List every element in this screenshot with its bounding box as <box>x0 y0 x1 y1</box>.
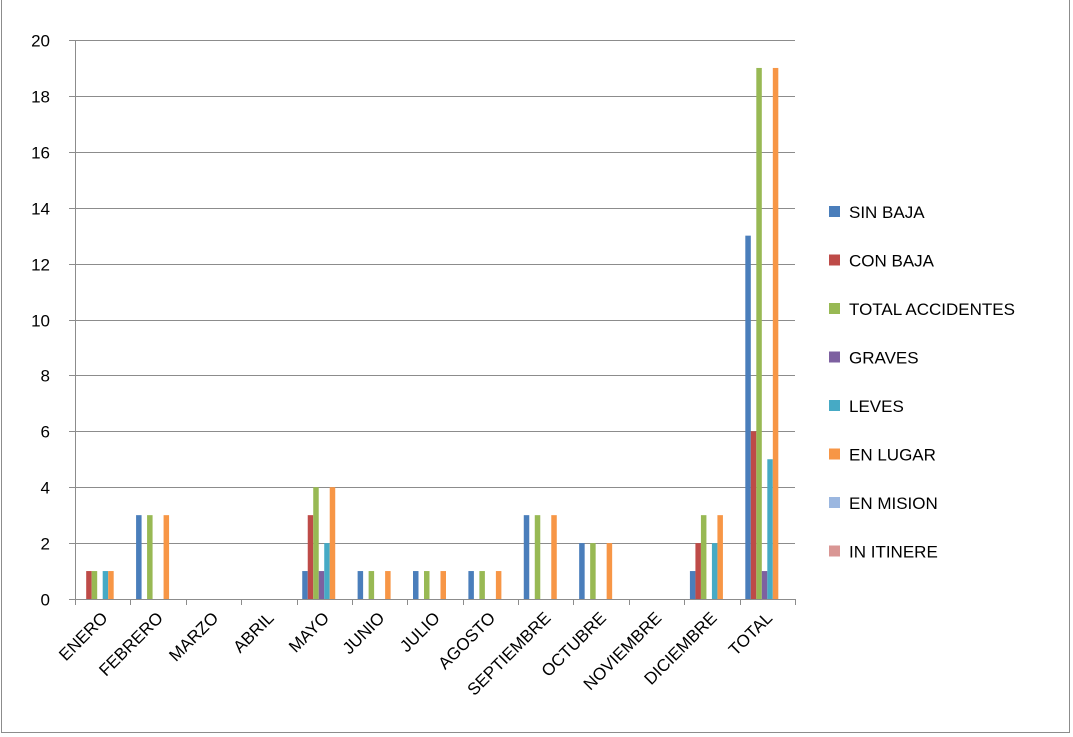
bar-en-lugar <box>495 571 502 599</box>
bar-en-lugar <box>551 515 557 599</box>
x-tick-label: ENERO <box>55 608 111 664</box>
bar-total-accidentes <box>424 571 430 599</box>
bar-con-baja <box>307 515 314 599</box>
legend-label: EN LUGAR <box>849 446 936 465</box>
legend-swatch <box>829 206 840 217</box>
legend-swatch <box>829 254 840 266</box>
legend-swatch <box>829 400 840 411</box>
bar-total-accidentes <box>479 571 485 599</box>
bar-total-accidentes <box>313 487 319 599</box>
y-tick-label: 16 <box>31 144 50 163</box>
y-tick-label: 10 <box>31 312 50 331</box>
bar-total-accidentes <box>368 571 375 599</box>
y-tick-label: 2 <box>41 535 50 554</box>
legend: SIN BAJA CON BAJA TOTAL ACCIDENTES GRAVES LE… <box>829 203 1015 562</box>
y-tick-label: 6 <box>41 423 50 442</box>
y-tick-label: 0 <box>41 591 50 610</box>
legend-label: GRAVES <box>849 349 919 368</box>
y-tick-labels: 0 2 4 6 8 10 12 14 16 18 20 <box>31 32 50 610</box>
y-tick-label: 20 <box>31 32 50 51</box>
bar-sin-baja <box>579 543 585 599</box>
x-tick-label: MARZO <box>165 608 222 665</box>
x-tick-label: TOTAL <box>725 608 776 659</box>
bar-leves <box>102 571 109 599</box>
x-tick-label: ABRIL <box>229 608 277 656</box>
y-tick-label: 14 <box>31 200 50 219</box>
bar-total-accidentes <box>700 515 707 599</box>
bar-en-lugar <box>606 543 613 599</box>
bar-sin-baja <box>302 571 308 599</box>
legend-label: LEVES <box>849 397 904 416</box>
y-tick-label: 8 <box>41 367 50 386</box>
x-tick-label: MAYO <box>285 608 333 656</box>
bar-leves <box>767 459 773 599</box>
bar-en-lugar <box>108 571 114 599</box>
legend-label: IN ITINERE <box>849 543 938 562</box>
bar-sin-baja <box>468 571 474 599</box>
x-tick-label: JULIO <box>396 608 444 656</box>
bar-con-baja <box>695 543 701 599</box>
bar-graves <box>761 571 768 599</box>
bar-en-lugar <box>717 515 723 599</box>
legend-label: SIN BAJA <box>849 203 925 222</box>
bar-total-accidentes <box>534 515 541 599</box>
gridlines <box>69 40 795 544</box>
y-tick-label: 18 <box>31 88 50 107</box>
legend-swatch <box>829 448 840 460</box>
bar-sin-baja <box>745 235 751 599</box>
bar-sin-baja <box>136 515 142 599</box>
bar-sin-baja <box>523 515 530 599</box>
bar-leves <box>711 543 718 599</box>
legend-label: EN MISION <box>849 494 938 513</box>
bar-en-lugar <box>329 487 336 599</box>
bar-en-lugar <box>440 571 446 599</box>
bar-con-baja <box>750 431 757 599</box>
axes <box>69 40 796 605</box>
legend-label: CON BAJA <box>849 252 935 271</box>
bar-en-lugar <box>385 571 391 599</box>
legend-swatch <box>829 545 840 557</box>
y-tick-label: 4 <box>41 479 50 498</box>
bar-leves <box>324 543 330 599</box>
x-tick-label: JUNIO <box>339 608 388 657</box>
bar-sin-baja <box>357 571 364 599</box>
legend-swatch <box>829 497 840 508</box>
bar-con-baja <box>86 571 92 599</box>
bar-total-accidentes <box>147 515 153 599</box>
legend-swatch <box>829 303 840 314</box>
bars <box>86 67 779 599</box>
bar-total-accidentes <box>590 543 596 599</box>
bar-en-lugar <box>163 515 170 599</box>
legend-label: TOTAL ACCIDENTES <box>849 300 1015 319</box>
bar-en-lugar <box>772 67 779 599</box>
bar-total-accidentes <box>91 571 98 599</box>
legend-swatch <box>829 351 840 363</box>
bar-graves <box>318 571 325 599</box>
bar-sin-baja <box>413 571 419 599</box>
y-tick-label: 12 <box>31 256 50 275</box>
bar-sin-baja <box>689 571 696 599</box>
bar-total-accidentes <box>756 67 762 599</box>
